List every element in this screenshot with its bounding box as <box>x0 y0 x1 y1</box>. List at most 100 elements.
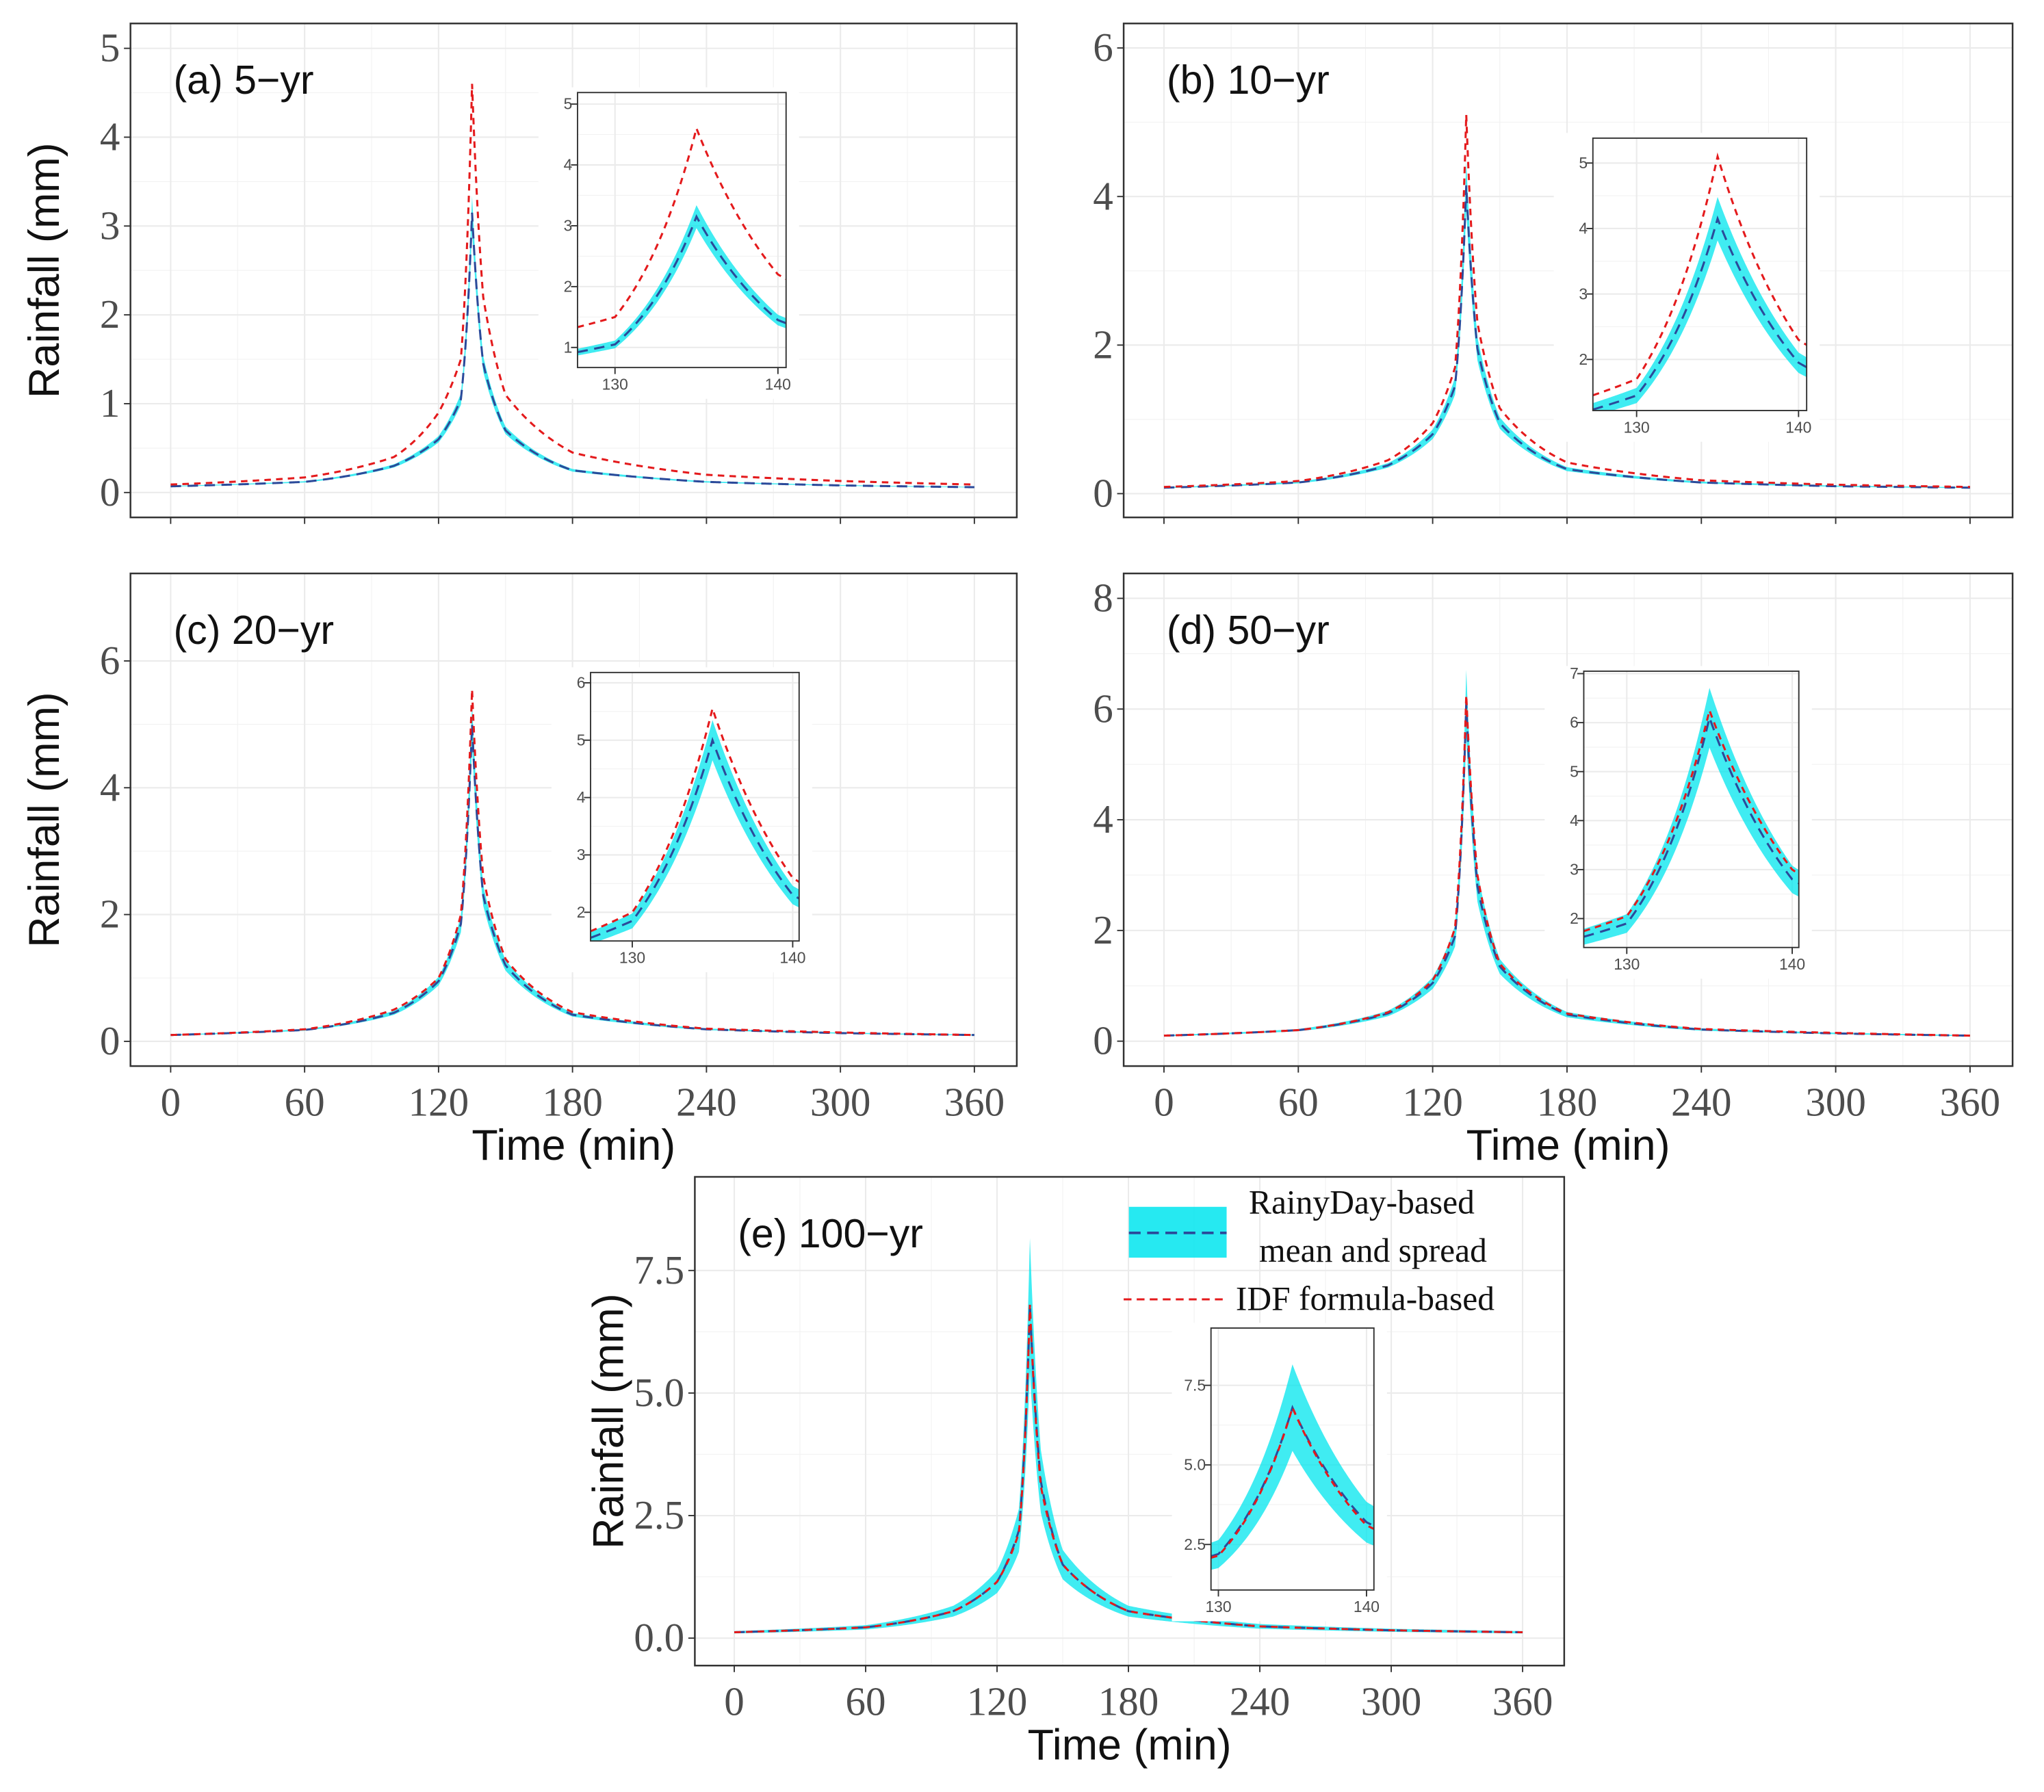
series-group <box>170 83 974 489</box>
inset-rainyday-mean-line <box>591 736 799 939</box>
xtick-label: 180 <box>1537 1079 1598 1124</box>
xtick-label: 0 <box>1154 1079 1174 1124</box>
inset-plot-background <box>577 92 786 368</box>
x-axis-title: Time (min) <box>471 1121 675 1169</box>
xtick-label: 240 <box>676 1079 737 1124</box>
ytick-label: 2 <box>100 291 120 337</box>
inset-ytick-label: 1 <box>564 338 573 356</box>
inset-ytick-label: 4 <box>1579 220 1588 237</box>
inset-rainyday-mean-line <box>1583 714 1799 938</box>
inset-ytick-label: 3 <box>564 217 573 235</box>
xtick-label: 120 <box>967 1679 1028 1724</box>
inset-rainyday-mean-line <box>1592 215 1807 411</box>
inset-idf-line <box>1211 1404 1374 1559</box>
inset-border <box>1583 670 1800 948</box>
inset-xtick-label: 140 <box>1354 1598 1380 1615</box>
ytick-label: 6 <box>1093 25 1113 70</box>
ytick-label: 1 <box>100 380 120 426</box>
series-group <box>734 1238 1523 1634</box>
inset-ytick-label: 3 <box>577 846 586 863</box>
inset-ytick-label: 7 <box>1570 664 1579 682</box>
inset-rainyday-spread-band <box>1592 196 1807 411</box>
inset-xtick-label: 130 <box>1205 1598 1231 1615</box>
xtick-label: 240 <box>1230 1679 1291 1724</box>
inset-plot-background <box>1583 671 1799 948</box>
inset-border <box>1210 1327 1375 1591</box>
inset-b: 2 3 4 5 130 140 <box>1553 133 1820 442</box>
inset-xtick-label: 130 <box>619 949 645 967</box>
inset-series-group <box>1211 1364 1374 1570</box>
idf-line <box>170 689 974 1037</box>
xtick-label: 360 <box>944 1079 1005 1124</box>
panel-title: (c) 20−yr <box>174 608 335 653</box>
inset-rainyday-mean-line <box>577 214 786 354</box>
inset-xtick-label: 140 <box>779 949 805 967</box>
panel-border <box>129 572 1018 1067</box>
inset-xtick-label: 140 <box>1779 955 1805 973</box>
inset-c: 2 3 4 5 6 130 140 <box>551 667 812 972</box>
ytick-label: 5.0 <box>634 1370 684 1415</box>
rainyday-mean-line <box>1163 703 1970 1037</box>
panel-b: 0 2 4 6 (b) 10−yr 2 3 4 5 130 140 <box>1093 23 2014 524</box>
panel-border <box>129 23 1018 519</box>
series-group <box>1163 669 1970 1037</box>
legend-idf-label: IDF formula-based <box>1236 1280 1495 1317</box>
xtick-label: 60 <box>285 1079 325 1124</box>
xtick-label: 180 <box>1098 1679 1159 1724</box>
inset-rainyday-spread-band <box>577 205 786 356</box>
series-group <box>1163 114 1970 489</box>
x-axis-title: Time (min) <box>1466 1121 1670 1169</box>
idf-line <box>734 1304 1523 1634</box>
xtick-label: 360 <box>1940 1079 2001 1124</box>
idf-line <box>170 83 974 486</box>
y-axis-title: Rainfall (mm) <box>21 142 68 398</box>
inset-ytick-label: 2 <box>1579 350 1588 368</box>
panel-title: (e) 100−yr <box>738 1211 923 1256</box>
xtick-label: 360 <box>1492 1679 1553 1724</box>
inset-border <box>590 671 800 942</box>
ytick-label: 2 <box>1093 322 1113 367</box>
inset-xtick-label: 140 <box>765 376 791 393</box>
inset-rainyday-spread-band <box>591 720 799 942</box>
legend: RainyDay-based mean and spread IDF formu… <box>1124 1183 1495 1317</box>
xtick-label: 300 <box>1361 1679 1422 1724</box>
xtick-label: 60 <box>846 1679 886 1724</box>
inset-ytick-label: 4 <box>564 156 573 174</box>
inset-rainyday-spread-band <box>1211 1364 1374 1570</box>
ytick-label: 6 <box>100 638 120 683</box>
idf-line <box>1163 114 1970 489</box>
inset-ytick-label: 4 <box>1570 811 1579 829</box>
ytick-label: 2 <box>100 892 120 937</box>
rainyday-mean-line <box>1163 185 1970 489</box>
xtick-label: 120 <box>409 1079 469 1124</box>
panel-a: 0 1 2 3 4 5 (a) 5−yr Rainfall (mm) 1 2 3 4 5 130 140 <box>21 23 1018 524</box>
inset-ytick-label: 5 <box>564 95 573 113</box>
ytick-label: 4 <box>100 764 120 809</box>
inset-border <box>1592 137 1808 411</box>
inset-ytick-label: 6 <box>577 674 586 692</box>
xtick-label: 120 <box>1402 1079 1463 1124</box>
xtick-label: 300 <box>810 1079 871 1124</box>
panel-title: (a) 5−yr <box>174 57 314 103</box>
ytick-label: 0 <box>1093 470 1113 515</box>
inset-xtick-label: 140 <box>1785 418 1811 436</box>
inset-ytick-label: 3 <box>1570 861 1579 879</box>
xtick-label: 180 <box>542 1079 603 1124</box>
inset-ytick-label: 7.5 <box>1184 1376 1206 1394</box>
series-group <box>170 689 974 1037</box>
ytick-label: 7.5 <box>634 1247 684 1293</box>
inset-xtick-label: 130 <box>602 376 628 393</box>
panel-d: 0 2 4 6 8 0 60 120 180 240 300 360 (d) 50−yr Time (mi… <box>1093 572 2014 1169</box>
ytick-label: 5 <box>100 25 120 70</box>
plot-background <box>695 1176 1564 1666</box>
xtick-label: 0 <box>161 1079 181 1124</box>
inset-ytick-label: 5.0 <box>1184 1456 1206 1474</box>
ytick-label: 3 <box>100 203 120 248</box>
panel-border <box>1122 572 2014 1067</box>
xtick-label: 300 <box>1805 1079 1866 1124</box>
panel-title: (b) 10−yr <box>1167 57 1330 103</box>
inset-series-group <box>1592 152 1807 411</box>
ytick-label: 8 <box>1093 575 1113 621</box>
x-axis-title: Time (min) <box>1028 1721 1232 1769</box>
